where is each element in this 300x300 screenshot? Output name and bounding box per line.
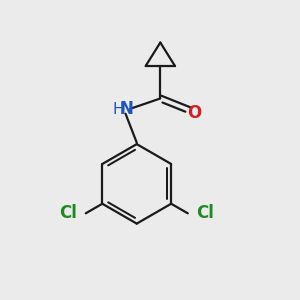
Text: N: N [119,100,134,118]
Text: O: O [187,103,201,122]
Text: H: H [113,102,124,117]
Text: Cl: Cl [196,204,214,222]
Text: Cl: Cl [59,204,77,222]
